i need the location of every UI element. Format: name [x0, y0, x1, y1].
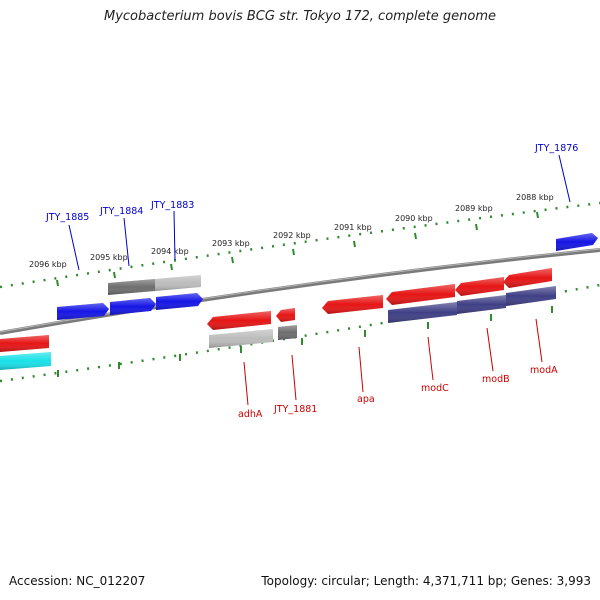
kbp-label: 2091 kbp: [334, 223, 372, 232]
gray-feature: [155, 275, 201, 291]
gene-label-modc[interactable]: modC: [421, 383, 449, 394]
gene-arrow-adha-shade: [207, 311, 271, 330]
gray-feature-shade: [209, 329, 273, 348]
outer-major-tick: [414, 232, 417, 240]
outer-major-tick: [56, 279, 59, 287]
forward-genes: [57, 233, 598, 320]
leader-lines-top: [68, 154, 571, 271]
lower-features: [0, 286, 556, 370]
outer-major-tick: [113, 271, 116, 279]
gene-arrow-jty-1883-shade: [156, 293, 203, 310]
genome-summary-text: Topology: circular; Length: 4,371,711 bp…: [261, 574, 591, 588]
gene-label-jty-1884[interactable]: JTY_1884: [99, 206, 143, 217]
gene-label-adha[interactable]: adhA: [238, 409, 263, 420]
leader-line: [427, 336, 434, 381]
kbp-label: 2096 kbp: [29, 260, 67, 269]
page-title: Mycobacterium bovis BCG str. Tokyo 172, …: [104, 9, 496, 24]
gene-arrow-modc-shade: [386, 284, 455, 305]
outer-major-tick: [536, 211, 539, 219]
inner-tick-ring: [0, 283, 600, 383]
gene-arrow-left-edge-shade: [0, 335, 49, 352]
gray-feature: [108, 279, 155, 295]
gene-arrow-jty-1881-shade: [276, 308, 295, 322]
gene-labels-bottom: adhA JTY_1881 apa modC modB modA: [238, 365, 558, 420]
reverse-genes: [0, 268, 552, 352]
gene-label-modb[interactable]: modB: [482, 374, 510, 385]
leader-lines-bottom: [243, 318, 543, 406]
navy-feature-modb-shade: [457, 295, 506, 314]
leader-line: [535, 318, 543, 363]
kbp-label: 2093 kbp: [212, 239, 250, 248]
gene-arrow-apa-shade: [322, 295, 383, 314]
outer-major-tick: [353, 240, 356, 248]
gene-arrow-jty-1885-shade: [57, 303, 109, 320]
genome-backbone: [0, 248, 600, 335]
outer-tick-ring: [0, 201, 600, 289]
gene-label-apa[interactable]: apa: [357, 394, 375, 405]
leader-line: [486, 327, 494, 372]
gray-feature-row-top: [108, 275, 201, 295]
kbp-label: 2089 kbp: [455, 204, 493, 213]
gene-arrow-jty-1884-shade: [110, 298, 156, 315]
accession-text: Accession: NC_012207: [9, 574, 146, 588]
navy-feature-modc-shade: [388, 302, 457, 323]
navy-feature-moda-shade: [506, 286, 556, 306]
kbp-label: 2090 kbp: [395, 214, 433, 223]
gene-label-jty-1883[interactable]: JTY_1883: [150, 200, 194, 211]
outer-major-tick: [292, 248, 295, 256]
cyan-feature-shade: [0, 352, 51, 370]
leader-line: [68, 224, 80, 271]
gene-arrow-moda-shade: [503, 268, 552, 288]
leader-line: [358, 346, 364, 393]
kbp-label: 2094 kbp: [151, 247, 189, 256]
leader-line: [243, 361, 249, 406]
outer-major-tick: [475, 223, 478, 231]
gray-feature-shade: [278, 325, 297, 340]
outer-major-tick: [170, 263, 173, 271]
kbp-label: 2092 kbp: [273, 231, 311, 240]
kbp-label: 2088 kbp: [516, 193, 554, 202]
leader-line: [173, 210, 176, 261]
gene-label-moda[interactable]: modA: [530, 365, 558, 376]
leader-line: [291, 354, 297, 401]
gene-label-jty-1876[interactable]: JTY_1876: [534, 143, 578, 154]
gene-arrow-modb-shade: [455, 277, 504, 296]
gene-labels-top: JTY_1885 JTY_1884 JTY_1883 JTY_1876: [45, 143, 578, 223]
outer-major-tick: [231, 256, 234, 264]
gene-label-jty-1885[interactable]: JTY_1885: [45, 212, 89, 223]
kbp-label: 2095 kbp: [90, 253, 128, 262]
leader-line: [123, 217, 130, 267]
leader-line: [558, 154, 571, 203]
gene-label-jty-1881[interactable]: JTY_1881: [273, 404, 317, 415]
gene-arrow-jty-1876-shade: [556, 233, 598, 251]
kbp-labels: 2096 kbp 2095 kbp 2094 kbp 2093 kbp 2092…: [29, 193, 554, 269]
outer-ring-dots: [0, 201, 600, 289]
